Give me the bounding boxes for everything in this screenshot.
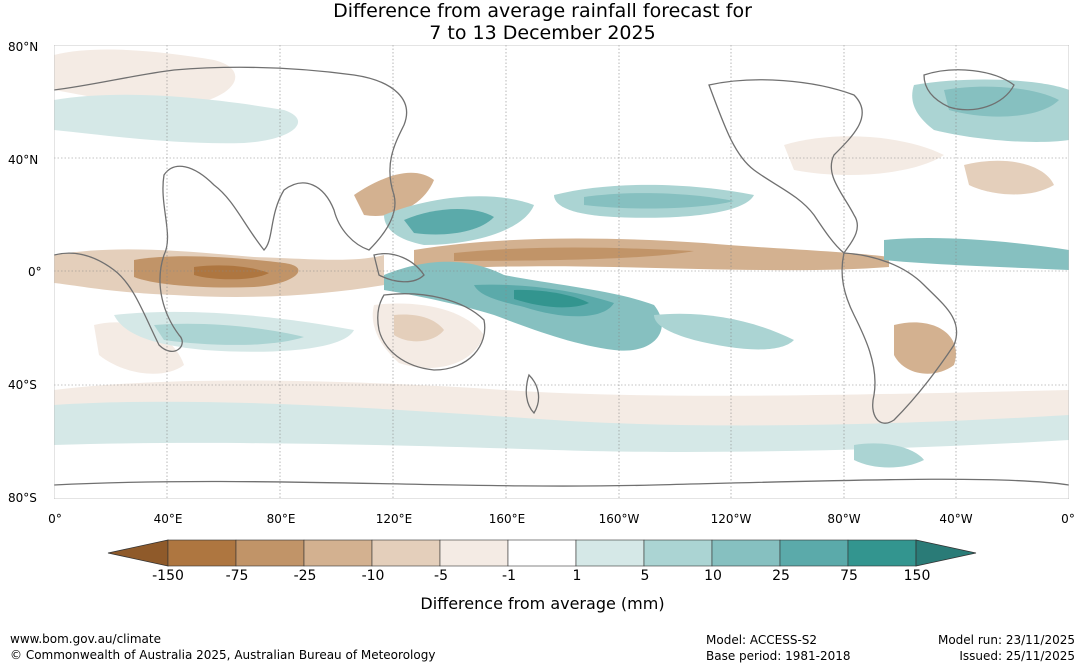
lon-label-160w: 160°W	[598, 512, 640, 526]
colorbar-swatch	[643, 539, 713, 567]
graticule	[54, 45, 1069, 499]
colorbar-swatch	[779, 539, 849, 567]
coastlines	[54, 66, 1069, 487]
rainfall-anomaly-map	[54, 45, 1069, 499]
map-title-line-2: 7 to 13 December 2025	[429, 22, 656, 44]
lat-label-40n: 40°N	[8, 153, 39, 167]
lon-label-0-left: 0°	[48, 512, 62, 526]
colorbar-tick: 5	[640, 568, 650, 584]
bom-climate-link[interactable]: www.bom.gov.au/climate	[10, 632, 161, 646]
colorbar-swatch	[167, 539, 237, 567]
colorbar-tick: -25	[293, 568, 317, 584]
footer-model-info: Model: ACCESS-S2 Base period: 1981-2018	[706, 632, 851, 664]
lat-label-80n: 80°N	[8, 40, 39, 54]
lat-label-80s: 80°S	[8, 491, 37, 505]
colorbar-tick: 75	[840, 568, 858, 584]
lon-label-160e: 160°E	[488, 512, 526, 526]
lon-label-0-right: 0°	[1061, 512, 1075, 526]
colorbar-tick: 1	[572, 568, 582, 584]
footer-dates: Model run: 23/11/2025 Issued: 25/11/2025	[938, 632, 1075, 664]
colorbar-tick: 10	[704, 568, 722, 584]
colorbar-swatch	[439, 539, 509, 567]
colorbar-swatch	[371, 539, 441, 567]
colorbar-tick: -1	[502, 568, 516, 584]
colorbar-tick: 150	[903, 568, 931, 584]
colorbar-swatch	[711, 539, 781, 567]
model-name: Model: ACCESS-S2	[706, 633, 818, 647]
colorbar-tick: -150	[152, 568, 184, 584]
lat-label-equator: 0°	[28, 265, 42, 279]
colorbar-tick: -10	[361, 568, 385, 584]
colorbar-tick: -5	[434, 568, 448, 584]
lon-label-80e: 80°E	[266, 512, 296, 526]
lat-label-40s: 40°S	[8, 378, 37, 392]
wetter-than-average-areas	[54, 79, 1069, 468]
colorbar-label: Difference from average (mm)	[420, 594, 665, 613]
lon-label-120w: 120°W	[710, 512, 752, 526]
lon-label-80w: 80°W	[827, 512, 861, 526]
colorbar-tick: -75	[225, 568, 249, 584]
colorbar-swatch	[303, 539, 373, 567]
base-period: Base period: 1981-2018	[706, 649, 851, 663]
copyright-text: © Commonwealth of Australia 2025, Austra…	[10, 648, 436, 662]
colorbar-swatch	[847, 539, 917, 567]
colorbar-extend-low	[107, 539, 169, 567]
colorbar-swatch	[507, 539, 577, 567]
colorbar-extend-high	[915, 539, 977, 567]
footer-left: www.bom.gov.au/climate © Commonwealth of…	[10, 631, 435, 663]
lon-label-40w: 40°W	[939, 512, 973, 526]
colorbar-swatch	[575, 539, 645, 567]
colorbar-tick: 25	[772, 568, 790, 584]
colorbar-swatch	[235, 539, 305, 567]
lon-label-120e: 120°E	[375, 512, 413, 526]
model-run-date: Model run: 23/11/2025	[937, 633, 1075, 647]
lon-label-40e: 40°E	[153, 512, 183, 526]
issued-date: Issued: 25/11/2025	[959, 649, 1075, 663]
map-title-line-1: Difference from average rainfall forecas…	[333, 0, 752, 22]
